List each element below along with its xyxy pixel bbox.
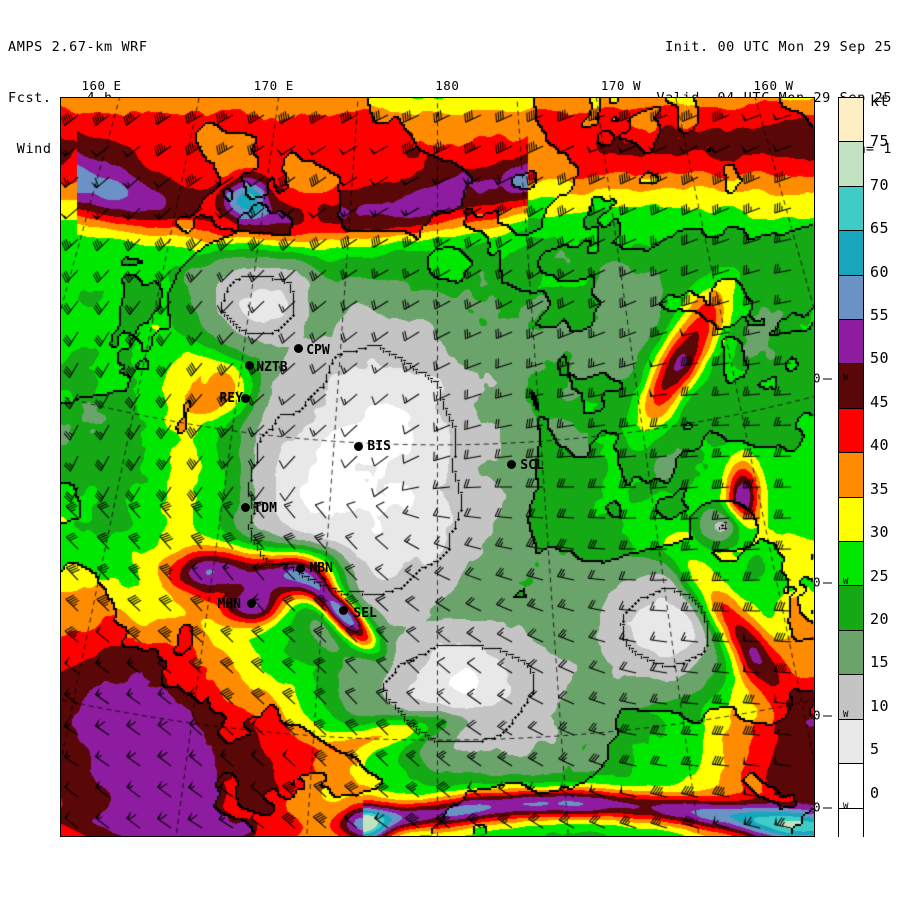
colorbar-tick-55: 55 xyxy=(870,306,890,325)
station-dot-bis[interactable] xyxy=(353,441,363,451)
colorbar-tick-50: 50 xyxy=(870,349,890,368)
colorbar-tick-15: 15 xyxy=(870,653,890,672)
colorbar xyxy=(838,97,864,852)
colorbar-tick-0: 0 xyxy=(870,783,880,802)
station-dot-mbn[interactable] xyxy=(295,563,305,573)
lon-tick-label-top-2: 180 xyxy=(435,78,460,93)
lon-tick-label-top-4: 160 W xyxy=(753,78,794,93)
colorbar-tick-40: 40 xyxy=(870,436,890,455)
colorbar-segment-30 xyxy=(839,542,863,587)
lon-hemisphere-label-2: W xyxy=(843,709,849,720)
colorbar-tick-75: 75 xyxy=(870,132,890,151)
colorbar-tick-10: 10 xyxy=(870,696,890,715)
lon-tick-label-top-1: 170 E xyxy=(253,78,294,93)
station-dot-scl[interactable] xyxy=(506,460,516,470)
station-label-bis: BIS xyxy=(367,439,391,455)
colorbar-segment-35 xyxy=(839,497,863,543)
wind-gust-raster xyxy=(61,98,814,836)
colorbar-segment-0 xyxy=(839,808,863,852)
station-dot-cpw[interactable] xyxy=(293,344,303,354)
colorbar-tick-5: 5 xyxy=(870,740,880,759)
station-label-rey: REY xyxy=(219,391,243,407)
station-label-scl: SCL xyxy=(520,457,544,473)
colorbar-segment-75 xyxy=(839,142,863,187)
init-time: Init. 00 UTC Mon 29 Sep 25 xyxy=(665,39,892,55)
colorbar-segment-60 xyxy=(839,275,863,321)
colorbar-segment-10 xyxy=(839,719,863,765)
station-dot-nztb[interactable] xyxy=(244,360,254,370)
lon-hemisphere-label-1: W xyxy=(843,576,849,587)
colorbar-segment-15 xyxy=(839,675,863,720)
colorbar-tick-70: 70 xyxy=(870,175,890,194)
station-dot-sel[interactable] xyxy=(338,606,348,616)
colorbar-segment-40 xyxy=(839,453,863,498)
station-label-cpw: CPW xyxy=(306,342,330,358)
station-label-tdm: TDM xyxy=(253,500,277,516)
colorbar-tick-65: 65 xyxy=(870,219,890,238)
lon-tick-label-top-3: 170 W xyxy=(600,78,642,93)
station-dot-mhn[interactable] xyxy=(247,599,256,609)
colorbar-segment-20 xyxy=(839,630,863,676)
colorbar-tick-45: 45 xyxy=(870,392,890,411)
station-label-nztb: NZTB xyxy=(256,360,288,376)
colorbar-tick-60: 60 xyxy=(870,262,890,281)
station-label-mhn: MHN xyxy=(217,596,241,612)
lon-hemisphere-label-3: W xyxy=(843,802,849,813)
model-title: AMPS 2.67-km WRF xyxy=(8,39,148,55)
colorbar-segment-50 xyxy=(839,364,863,409)
colorbar-segment-65 xyxy=(839,231,863,276)
colorbar-units-label: kt xyxy=(870,92,890,110)
colorbar-segment-70 xyxy=(839,186,863,232)
colorbar-tick-25: 25 xyxy=(870,566,890,585)
colorbar-segment-80 xyxy=(839,98,863,143)
colorbar-segment-45 xyxy=(839,408,863,454)
colorbar-segment-55 xyxy=(839,320,863,365)
station-label-mbn: MBN xyxy=(309,561,333,577)
colorbar-tick-20: 20 xyxy=(870,609,890,628)
forecast-map[interactable]: CPW NZTB REY BIS SCL TDM MBN MHN SEL xyxy=(60,97,815,837)
lon-hemisphere-label-0: W xyxy=(843,373,849,384)
colorbar-segment-5 xyxy=(839,764,863,809)
station-label-sel: SEL xyxy=(353,605,377,621)
station-dot-rey[interactable] xyxy=(240,393,250,403)
station-dot-tdm[interactable] xyxy=(240,503,250,513)
lon-tick-label-top-0: 160 E xyxy=(81,78,122,93)
colorbar-tick-30: 30 xyxy=(870,523,890,542)
colorbar-segment-25 xyxy=(839,586,863,631)
colorbar-tick-35: 35 xyxy=(870,479,890,498)
